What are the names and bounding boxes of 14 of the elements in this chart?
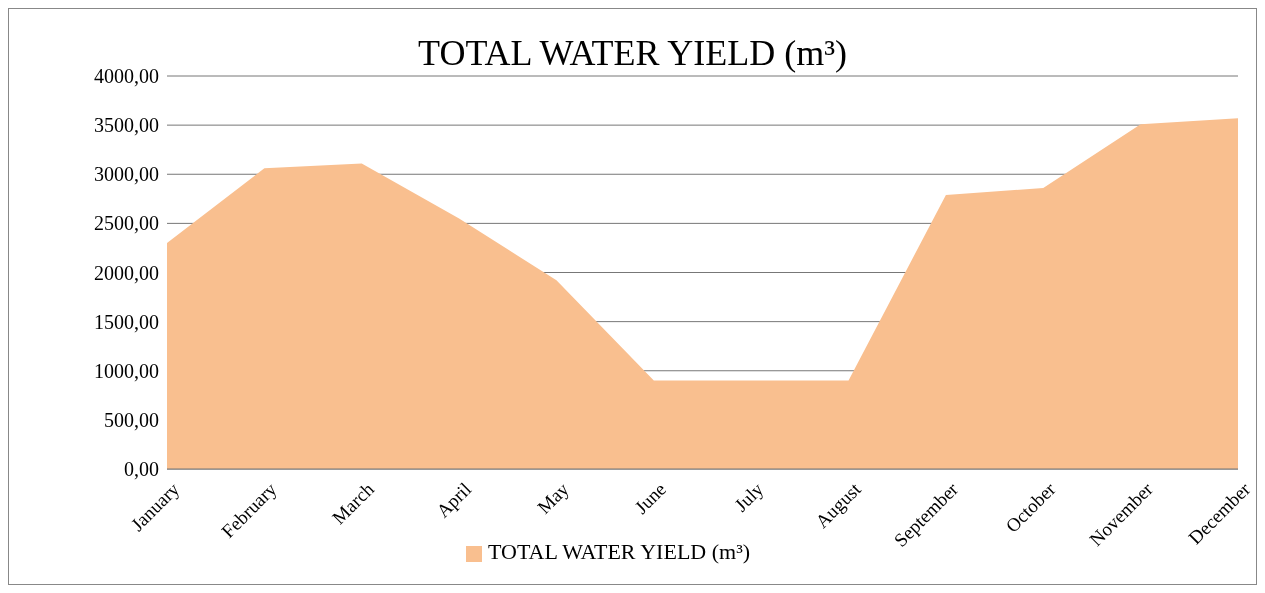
y-tick-label: 3500,00 (94, 114, 159, 137)
y-tick-label: 3000,00 (94, 163, 159, 186)
x-tick-label: May (533, 478, 574, 518)
y-tick-label: 1000,00 (94, 359, 159, 382)
y-tick-label: 0,00 (124, 458, 159, 480)
x-tick-label: June (630, 478, 671, 518)
y-tick-label: 500,00 (104, 408, 159, 431)
y-tick-label: 4000,00 (94, 65, 159, 87)
y-tick-label: 1500,00 (94, 310, 159, 333)
x-tick-label: July (730, 478, 768, 516)
y-tick-label: 2000,00 (94, 261, 159, 284)
legend-label: TOTAL WATER YIELD (m³) (488, 539, 751, 564)
chart-title: TOTAL WATER YIELD (m³) (418, 33, 847, 73)
y-tick-label: 2500,00 (94, 212, 159, 235)
